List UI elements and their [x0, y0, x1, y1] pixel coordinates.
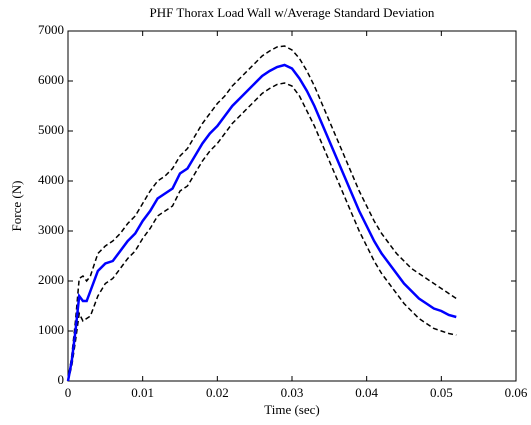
chart-title: PHF Thorax Load Wall w/Average Standard …	[150, 5, 435, 20]
x-tick-label: 0.06	[505, 385, 528, 400]
y-axis-label: Force (N)	[9, 181, 24, 232]
x-axis-label: Time (sec)	[264, 402, 320, 417]
x-tick-label: 0.01	[131, 385, 154, 400]
y-tick-label: 1000	[38, 322, 64, 337]
data-line	[67, 45, 457, 382]
plot-frame	[67, 30, 517, 382]
y-tick-label: 2000	[38, 272, 64, 287]
y-tick-label: 7000	[38, 22, 64, 37]
x-tick-label: 0.03	[281, 385, 304, 400]
y-tick-label: 3000	[38, 222, 64, 237]
data-line	[67, 82, 457, 382]
x-tick-label: 0.05	[430, 385, 453, 400]
y-tick-label: 0	[58, 372, 65, 387]
x-tick-label: 0	[65, 385, 72, 400]
x-tick-label: 0.02	[206, 385, 229, 400]
data-line	[66, 63, 457, 382]
x-tick-label: 0.04	[355, 385, 378, 400]
y-tick-label: 6000	[38, 72, 64, 87]
y-tick-label: 5000	[38, 122, 64, 137]
y-tick-label: 4000	[38, 172, 64, 187]
